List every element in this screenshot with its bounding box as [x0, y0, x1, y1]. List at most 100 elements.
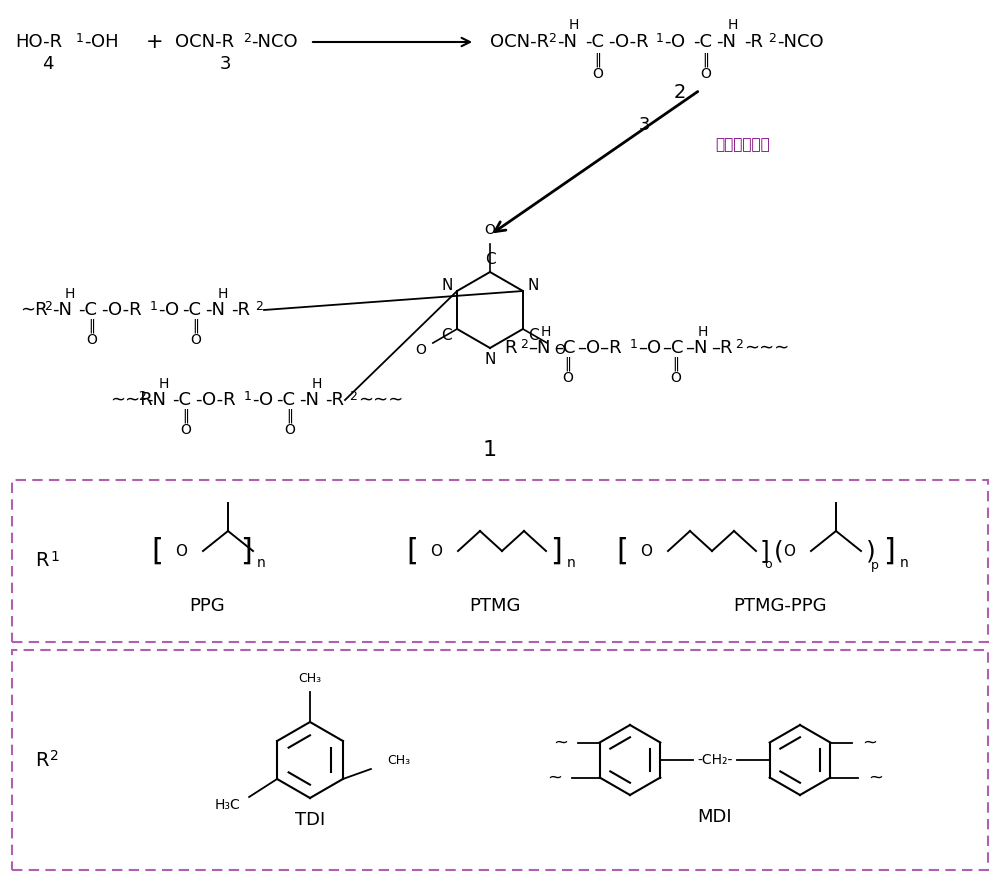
Text: OCN-R: OCN-R — [175, 33, 234, 51]
Text: O: O — [175, 544, 187, 559]
Text: -N: -N — [52, 301, 72, 319]
Text: R: R — [35, 552, 48, 571]
Text: -CH₂-: -CH₂- — [697, 753, 733, 767]
Text: H: H — [728, 18, 738, 32]
Text: ∼∼R: ∼∼R — [110, 391, 153, 409]
Text: -O: -O — [252, 391, 273, 409]
Text: ∼∼∼: ∼∼∼ — [744, 339, 789, 357]
Text: ): ) — [866, 539, 876, 563]
Text: n: n — [567, 556, 576, 570]
Text: -C: -C — [693, 33, 712, 51]
Text: O: O — [593, 67, 603, 81]
Text: O: O — [191, 333, 201, 347]
Text: 1: 1 — [630, 338, 638, 351]
Text: ‖: ‖ — [183, 409, 189, 424]
Text: -N: -N — [557, 33, 577, 51]
Text: 1: 1 — [76, 32, 84, 45]
Text: +: + — [146, 32, 164, 52]
Text: H: H — [698, 325, 708, 339]
Text: PTMG: PTMG — [469, 597, 521, 615]
Text: ‖: ‖ — [89, 318, 95, 333]
Text: C: C — [485, 253, 495, 267]
Text: ‖: ‖ — [673, 357, 679, 371]
Text: 4: 4 — [42, 55, 54, 73]
Text: O: O — [701, 67, 711, 81]
Text: ‖: ‖ — [565, 357, 571, 371]
Text: CH₃: CH₃ — [298, 672, 322, 685]
Text: ]: ] — [883, 537, 895, 566]
Text: ]: ] — [760, 539, 770, 563]
Text: ]: ] — [240, 537, 252, 566]
Text: -O: -O — [664, 33, 685, 51]
Text: 2: 2 — [674, 82, 686, 102]
Text: 1: 1 — [50, 550, 59, 564]
Text: o: o — [764, 559, 772, 572]
Text: O: O — [640, 544, 652, 559]
Text: ~: ~ — [868, 768, 883, 787]
Text: -N: -N — [205, 301, 225, 319]
Text: -NCO: -NCO — [251, 33, 298, 51]
Text: O: O — [285, 423, 295, 437]
Text: -N: -N — [146, 391, 166, 409]
Text: O: O — [671, 371, 681, 385]
Text: O: O — [554, 343, 565, 357]
Text: N: N — [441, 277, 452, 293]
Text: HO-R: HO-R — [15, 33, 62, 51]
Text: -O: -O — [158, 301, 179, 319]
Text: 2: 2 — [243, 32, 251, 45]
Text: 2: 2 — [768, 32, 776, 45]
Text: ∼∼∼: ∼∼∼ — [358, 391, 403, 409]
Text: 2: 2 — [520, 338, 528, 351]
Text: 2: 2 — [548, 32, 556, 45]
Text: [: [ — [616, 537, 628, 566]
Text: 1: 1 — [656, 32, 664, 45]
Text: –C: –C — [662, 339, 684, 357]
Text: n: n — [900, 556, 909, 570]
Text: –O–R: –O–R — [577, 339, 622, 357]
Text: O: O — [783, 544, 795, 559]
Text: 3: 3 — [219, 55, 231, 73]
Bar — [12, 650, 988, 870]
Text: [: [ — [406, 537, 418, 566]
Text: R: R — [504, 339, 516, 357]
Text: –R: –R — [711, 339, 732, 357]
Text: O: O — [181, 423, 191, 437]
Text: –O: –O — [638, 339, 661, 357]
Text: O: O — [563, 371, 573, 385]
Text: H: H — [159, 377, 169, 391]
Text: -C: -C — [276, 391, 295, 409]
Text: TDI: TDI — [295, 811, 325, 829]
Text: H: H — [218, 287, 228, 301]
Text: MDI: MDI — [698, 808, 732, 826]
Text: ~: ~ — [547, 768, 562, 787]
Text: ‖: ‖ — [193, 318, 199, 333]
Text: 2: 2 — [735, 338, 743, 351]
Text: OCN-R: OCN-R — [490, 33, 549, 51]
Text: -N: -N — [716, 33, 736, 51]
Text: O: O — [485, 223, 495, 237]
Text: -O-R: -O-R — [608, 33, 649, 51]
Text: p: p — [871, 559, 879, 572]
Text: 1: 1 — [244, 389, 252, 403]
Text: O: O — [415, 343, 426, 357]
Text: C: C — [528, 327, 539, 343]
Text: 2: 2 — [255, 300, 263, 312]
Text: -C: -C — [172, 391, 191, 409]
Text: ~: ~ — [862, 733, 877, 752]
Text: 2: 2 — [50, 749, 59, 763]
Text: -R: -R — [231, 301, 250, 319]
Text: PTMG-PPG: PTMG-PPG — [733, 597, 827, 615]
Text: H: H — [312, 377, 322, 391]
Text: -O-R: -O-R — [101, 301, 142, 319]
Text: -R: -R — [744, 33, 763, 51]
Text: 催化剂，溶剂: 催化剂，溶剂 — [715, 138, 770, 153]
Text: -C: -C — [78, 301, 97, 319]
Text: H: H — [65, 287, 75, 301]
Text: ‖: ‖ — [287, 409, 293, 424]
Text: -O-R: -O-R — [195, 391, 236, 409]
Text: H: H — [541, 325, 551, 339]
Text: -C: -C — [182, 301, 201, 319]
Bar — [12, 480, 988, 642]
Text: H₃C: H₃C — [214, 798, 240, 812]
Text: ∼R: ∼R — [20, 301, 48, 319]
